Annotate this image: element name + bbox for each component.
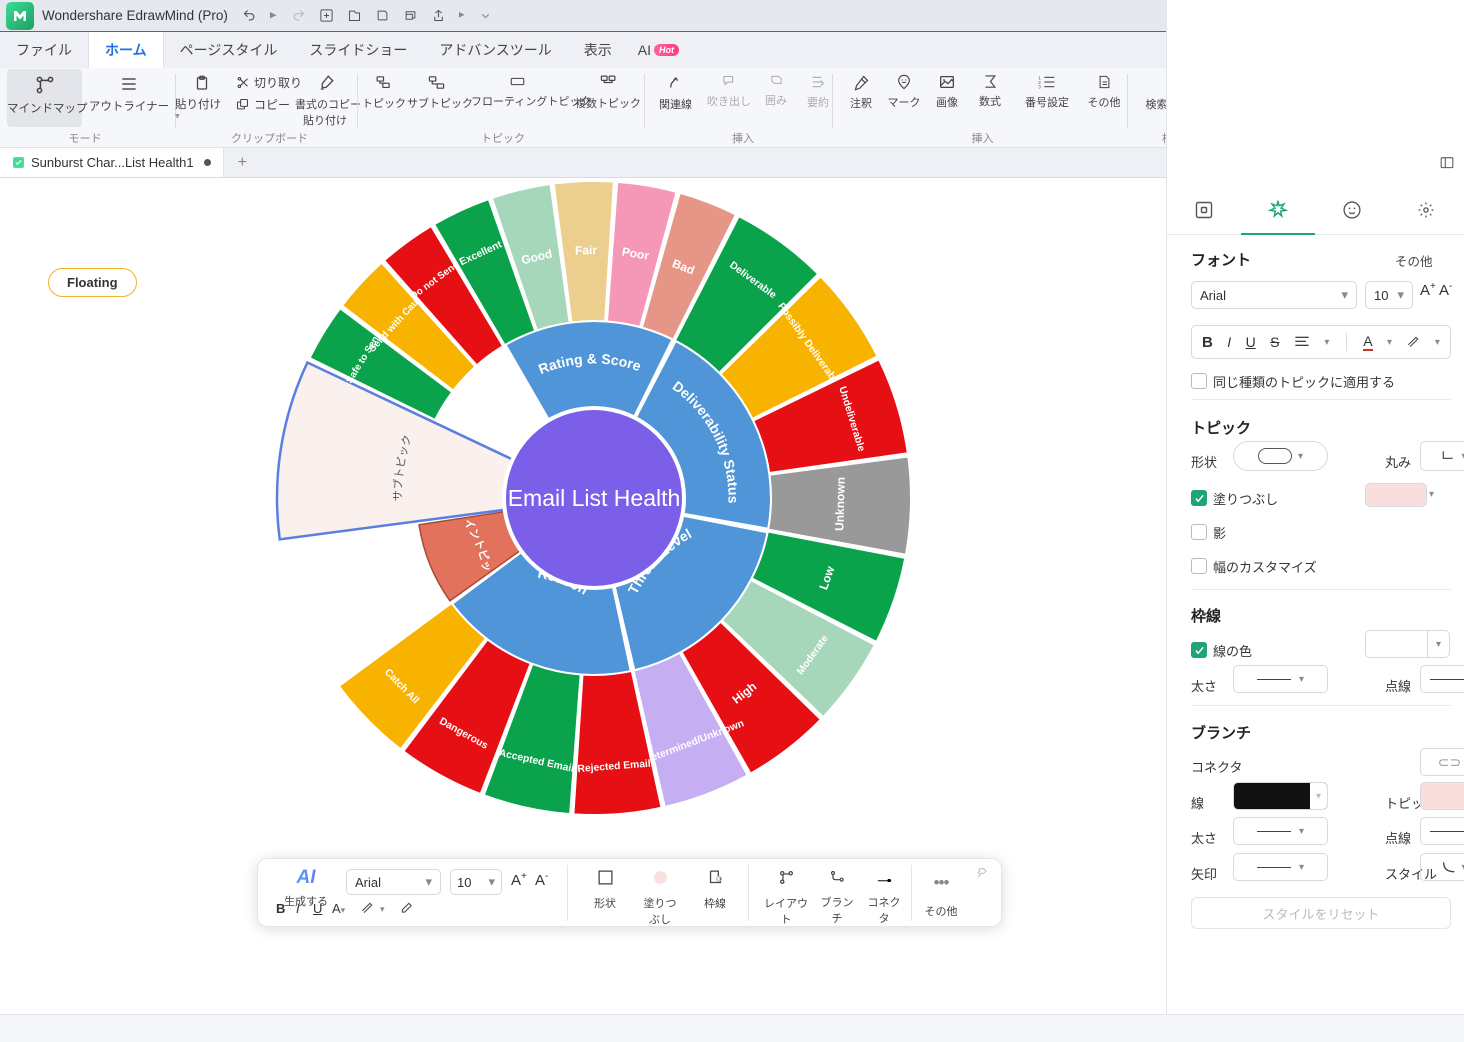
svg-text:Email List Health: Email List Health — [508, 485, 681, 511]
svg-text:Unknown: Unknown — [832, 477, 847, 531]
svg-text:3: 3 — [1038, 85, 1041, 90]
svg-text:Fair: Fair — [575, 243, 598, 258]
